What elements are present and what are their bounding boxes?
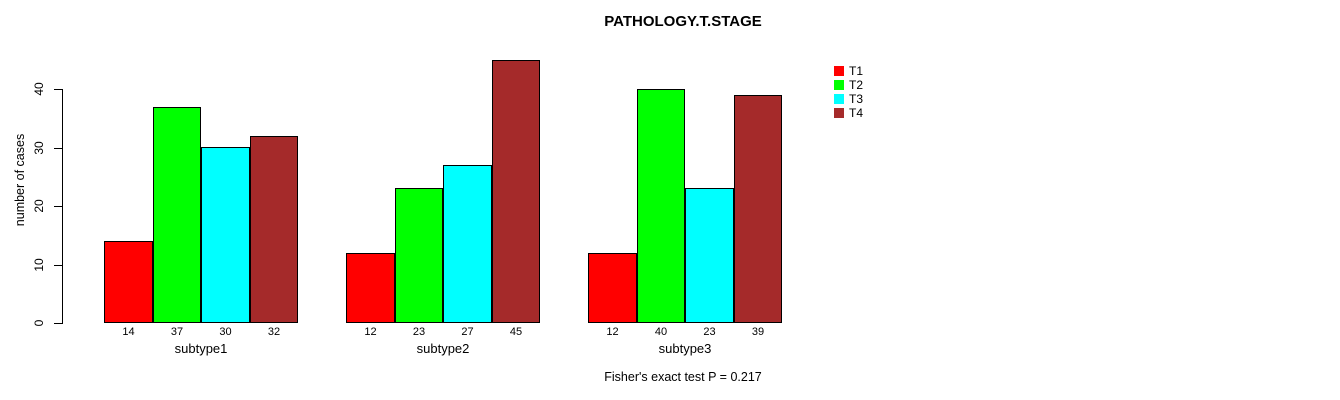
- y-tick-label: 10: [32, 258, 46, 272]
- bar: [250, 136, 298, 323]
- bar-value-label: 37: [170, 326, 184, 338]
- x-category-label: subtype1: [174, 341, 228, 356]
- bar: [104, 241, 153, 323]
- bar-value-label: 23: [412, 326, 426, 338]
- bar-value-label: 45: [509, 326, 523, 338]
- bar: [395, 188, 443, 323]
- bar: [734, 95, 782, 323]
- bar: [346, 253, 395, 323]
- bar-value-label: 40: [654, 326, 668, 338]
- bar: [443, 165, 492, 323]
- bar: [637, 89, 685, 323]
- legend-label: T4: [849, 106, 864, 120]
- chart-title: PATHOLOGY.T.STAGE: [604, 13, 762, 30]
- bar: [153, 107, 201, 323]
- y-tick: [54, 206, 62, 207]
- y-axis-title: number of cases: [13, 133, 27, 227]
- legend-item: T2: [834, 78, 864, 92]
- y-tick: [54, 323, 62, 324]
- y-tick-label: 30: [32, 141, 46, 155]
- bar: [685, 188, 734, 323]
- legend-swatch: [834, 108, 844, 118]
- legend-item: T1: [834, 64, 864, 78]
- legend-swatch: [834, 80, 844, 90]
- y-tick: [54, 89, 62, 90]
- bar: [492, 60, 540, 323]
- legend-item: T4: [834, 106, 864, 120]
- bar-value-label: 23: [703, 326, 716, 338]
- y-tick: [54, 265, 62, 266]
- legend-swatch: [834, 66, 844, 76]
- legend: T1 T2 T3 T4: [834, 64, 864, 122]
- y-tick-label: 40: [32, 82, 46, 96]
- x-category-label: subtype3: [658, 341, 712, 356]
- legend-label: T2: [849, 78, 864, 92]
- annotation-fishers-test: Fisher's exact test P = 0.217: [604, 370, 762, 384]
- y-tick: [54, 148, 62, 149]
- bar: [201, 147, 250, 323]
- bar-value-label: 39: [751, 326, 765, 338]
- y-tick-label: 20: [32, 199, 46, 213]
- bar: [588, 253, 637, 323]
- y-tick-label: 0: [32, 319, 46, 327]
- legend-swatch: [834, 94, 844, 104]
- bar-value-label: 30: [219, 326, 232, 338]
- bar-value-label: 32: [267, 326, 281, 338]
- legend-label: T1: [849, 64, 864, 78]
- x-category-label: subtype2: [416, 341, 470, 356]
- bar-value-label: 27: [461, 326, 474, 338]
- legend-label: T3: [849, 92, 864, 106]
- y-axis-line: [62, 89, 63, 324]
- bar-value-label: 12: [606, 326, 619, 338]
- bar-value-label: 12: [364, 326, 377, 338]
- legend-item: T3: [834, 92, 864, 106]
- bar-value-label: 14: [122, 326, 135, 338]
